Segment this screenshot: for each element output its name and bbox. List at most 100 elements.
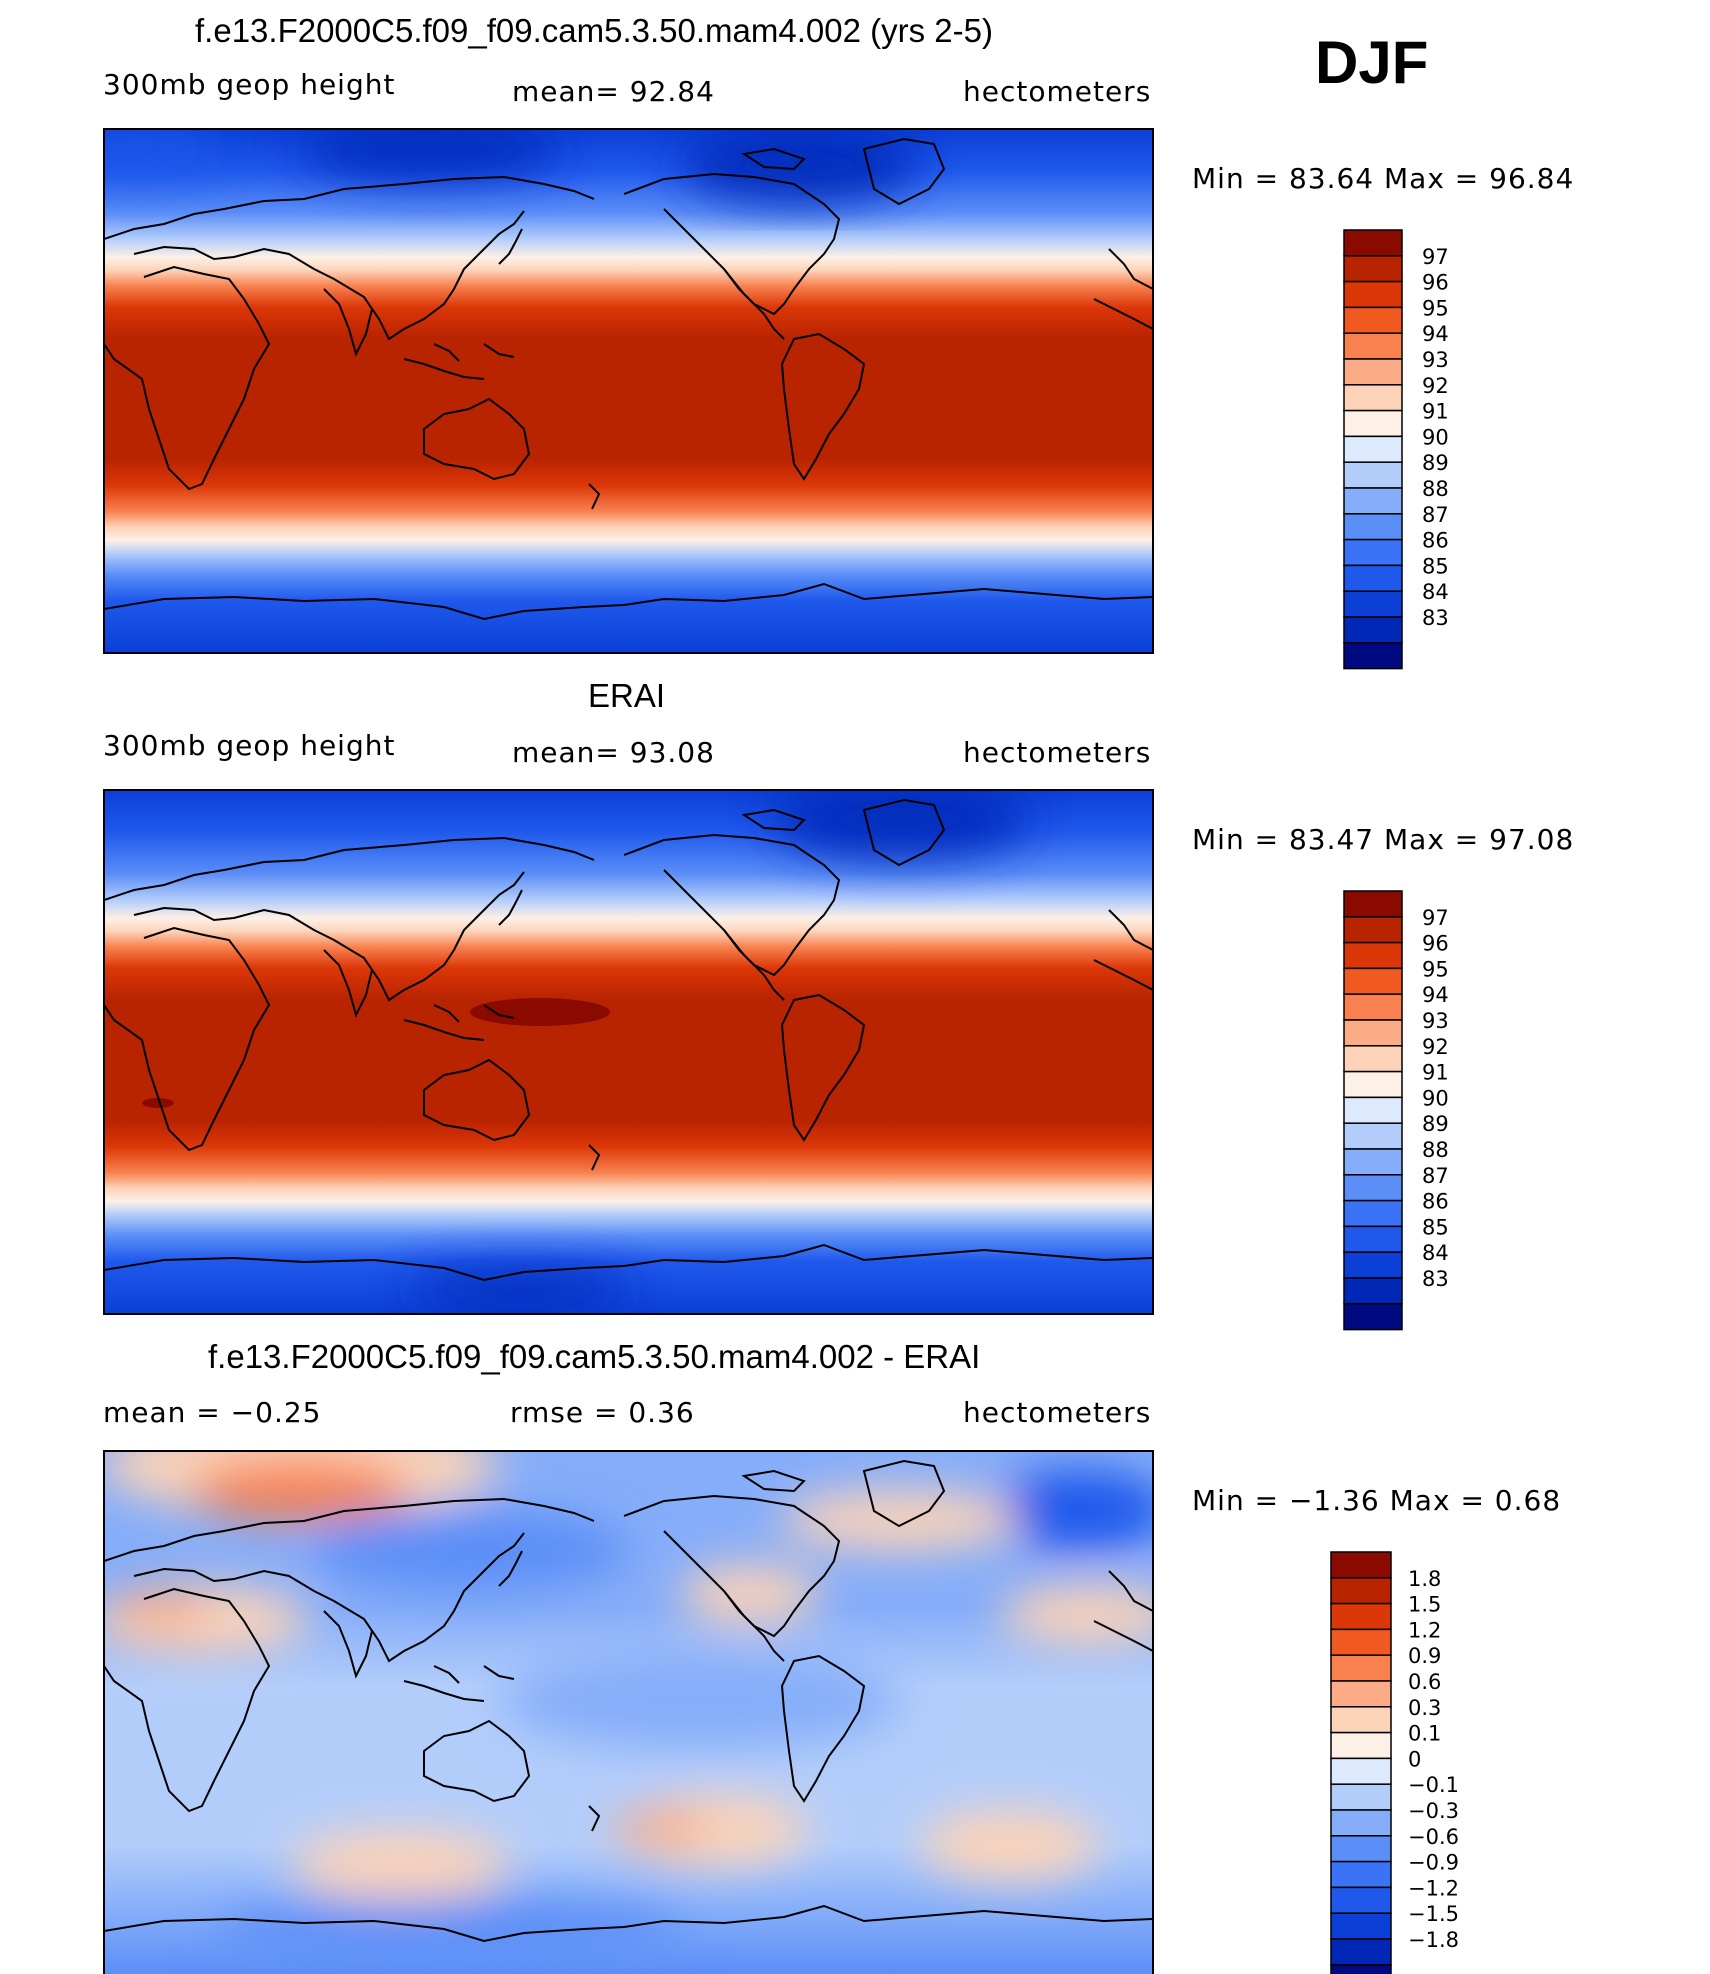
- colorbar-tick-label: 1.8: [1408, 1567, 1441, 1591]
- colorbar-cell: [1330, 1602, 1392, 1631]
- colorbar-tick-label: 92: [1422, 1035, 1449, 1059]
- colorbar-tick-label: 0: [1408, 1747, 1421, 1771]
- colorbar-cell: [1330, 1628, 1392, 1656]
- colorbar-tick-label: 95: [1422, 957, 1449, 981]
- colorbar-tick-label: −0.6: [1408, 1825, 1459, 1849]
- colorbar-tick-label: 0.3: [1408, 1696, 1441, 1720]
- colorbar-tick-label: 87: [1422, 1164, 1449, 1188]
- colorbar-tick-label: 89: [1422, 451, 1449, 475]
- colorbar-cell: [1343, 993, 1403, 1021]
- colorbar-tick-label: −0.9: [1408, 1851, 1459, 1875]
- colorbar-tick-label: −1.8: [1408, 1928, 1459, 1952]
- colorbar-tick-label: 94: [1422, 983, 1449, 1007]
- panel3-rmse-label: rmse = 0.36: [510, 1396, 695, 1429]
- colorbar-tick-label: 88: [1422, 477, 1449, 501]
- colorbar-tick-label: 89: [1422, 1112, 1449, 1136]
- colorbar-cell: [1343, 1070, 1403, 1099]
- panel2-units-label: hectometers: [963, 736, 1152, 769]
- colorbar-cell: [1343, 461, 1403, 489]
- colorbar-cell: [1343, 409, 1403, 438]
- panel2-left-label: 300mb geop height: [103, 729, 396, 762]
- panel2-minmax: Min = 83.47 Max = 97.08: [1192, 823, 1575, 856]
- colorbar-tick-label: 0.1: [1408, 1722, 1441, 1746]
- colorbar-tick-label: −1.2: [1408, 1876, 1459, 1900]
- colorbar-cell: [1330, 1577, 1392, 1605]
- colorbar-cell: [1343, 890, 1403, 918]
- panel3-title: f.e13.F2000C5.f09_f09.cam5.3.50.mam4.002…: [208, 1338, 981, 1375]
- colorbar-cell: [1330, 1731, 1392, 1760]
- colorbar-cell: [1343, 916, 1403, 944]
- colorbar-3: 1.81.51.20.90.60.30.10−0.1−0.3−0.6−0.9−1…: [1330, 1551, 1459, 1974]
- colorbar-cell: [1343, 1148, 1403, 1176]
- panel3-units-label: hectometers: [963, 1396, 1152, 1429]
- panel1-units-label: hectometers: [963, 75, 1152, 108]
- colorbar-cell: [1330, 1680, 1392, 1708]
- season-label: DJF: [1315, 29, 1429, 96]
- colorbar-cell: [1330, 1912, 1392, 1940]
- colorbar-cell: [1343, 384, 1403, 412]
- colorbar-cell: [1343, 967, 1403, 995]
- colorbar-tick-label: 90: [1422, 425, 1449, 449]
- colorbar-cell: [1343, 487, 1403, 515]
- colorbar-tick-label: −0.3: [1408, 1799, 1459, 1823]
- colorbar-tick-label: 0.6: [1408, 1670, 1441, 1694]
- colorbar-cell: [1343, 1122, 1403, 1150]
- colorbar-cell: [1343, 1225, 1403, 1253]
- colorbar-cell: [1343, 1277, 1403, 1305]
- colorbar-cell: [1343, 332, 1403, 360]
- colorbar-cell: [1343, 358, 1403, 386]
- colorbar-tick-label: 91: [1422, 1061, 1449, 1085]
- panel1-mean-label: mean= 92.84: [512, 75, 715, 108]
- colorbar-tick-label: 84: [1422, 1241, 1449, 1265]
- colorbar-tick-label: 84: [1422, 580, 1449, 604]
- colorbar-cell: [1343, 1251, 1403, 1279]
- panel2-title: ERAI: [588, 677, 666, 714]
- colorbar-cell: [1330, 1757, 1392, 1785]
- colorbar-cell: [1330, 1783, 1392, 1811]
- colorbar-cell: [1343, 306, 1403, 334]
- colorbar-cell: [1343, 1096, 1403, 1124]
- colorbar-tick-label: 93: [1422, 1009, 1449, 1033]
- colorbar-tick-label: 1.5: [1408, 1593, 1441, 1617]
- colorbar-cell: [1343, 1303, 1403, 1331]
- colorbar-cell: [1343, 616, 1403, 644]
- colorbar-tick-label: 83: [1422, 606, 1449, 630]
- colorbar-cell: [1330, 1835, 1392, 1863]
- colorbar-cell: [1343, 1174, 1403, 1202]
- panel2-mean-label: mean= 93.08: [512, 736, 715, 769]
- colorbar-tick-label: 91: [1422, 400, 1449, 424]
- colorbar-tick-label: 83: [1422, 1267, 1449, 1291]
- colorbar-cell: [1343, 1045, 1403, 1073]
- colorbar-cell: [1330, 1860, 1392, 1889]
- colorbar-cell: [1330, 1706, 1392, 1734]
- colorbar-tick-label: 94: [1422, 322, 1449, 346]
- colorbar-cell: [1343, 590, 1403, 618]
- colorbar-tick-label: 96: [1422, 932, 1449, 956]
- colorbar-tick-label: 97: [1422, 245, 1449, 269]
- colorbar-tick-label: 86: [1422, 1190, 1449, 1214]
- colorbar-tick-label: 96: [1422, 271, 1449, 295]
- colorbar-cell: [1343, 513, 1403, 541]
- colorbar-tick-label: 0.9: [1408, 1644, 1441, 1668]
- map-panel-1: [103, 128, 1154, 654]
- colorbar-cell: [1330, 1654, 1392, 1682]
- colorbar-cell: [1343, 642, 1403, 670]
- colorbar-tick-label: 88: [1422, 1138, 1449, 1162]
- colorbar-tick-label: 90: [1422, 1086, 1449, 1110]
- colorbar-cell: [1330, 1551, 1392, 1579]
- colorbar-cell: [1330, 1809, 1392, 1837]
- colorbar-cell: [1343, 280, 1403, 309]
- colorbar-cell: [1343, 435, 1403, 463]
- colorbar-cell: [1343, 1019, 1403, 1047]
- map-panel-2: [103, 789, 1154, 1315]
- colorbar-cell: [1330, 1964, 1392, 1974]
- colorbar-tick-label: −0.1: [1408, 1773, 1459, 1797]
- colorbar-tick-label: 86: [1422, 529, 1449, 553]
- colorbar-tick-label: 95: [1422, 296, 1449, 320]
- panel3-mean-label: mean = −0.25: [103, 1396, 322, 1429]
- colorbar-cell: [1343, 229, 1403, 257]
- colorbar-cell: [1343, 255, 1403, 283]
